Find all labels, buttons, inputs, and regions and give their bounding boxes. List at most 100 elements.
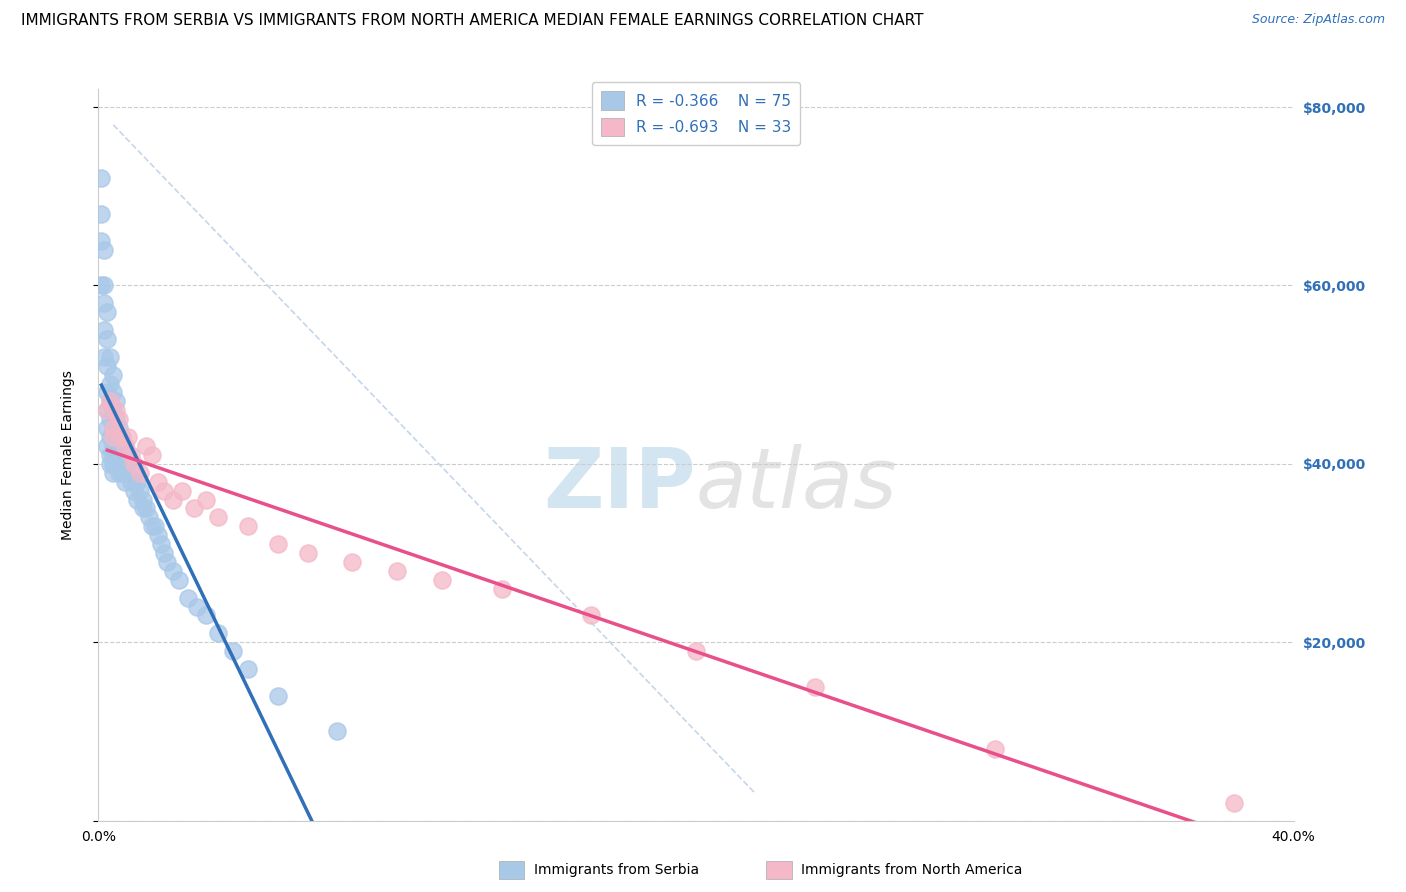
Point xyxy=(103,448,125,462)
Point xyxy=(103,430,125,444)
Point xyxy=(267,537,290,551)
Point xyxy=(98,412,122,426)
Point xyxy=(93,323,115,337)
Point xyxy=(236,519,259,533)
Point xyxy=(103,466,125,480)
Point xyxy=(135,501,157,516)
Point xyxy=(124,457,146,471)
Point xyxy=(96,439,118,453)
Point xyxy=(207,626,229,640)
Text: IMMIGRANTS FROM SERBIA VS IMMIGRANTS FROM NORTH AMERICA MEDIAN FEMALE EARNINGS C: IMMIGRANTS FROM SERBIA VS IMMIGRANTS FRO… xyxy=(21,13,924,29)
Point xyxy=(804,680,827,694)
Point xyxy=(93,296,115,310)
Point xyxy=(141,448,163,462)
Point xyxy=(90,207,112,221)
Point xyxy=(117,448,139,462)
Point xyxy=(90,234,112,248)
Point xyxy=(267,689,290,703)
Point xyxy=(342,555,364,569)
Point xyxy=(141,519,163,533)
Text: ZIP: ZIP xyxy=(544,443,696,524)
Point xyxy=(167,573,190,587)
Point xyxy=(103,457,125,471)
Text: Immigrants from Serbia: Immigrants from Serbia xyxy=(534,863,699,877)
Point xyxy=(124,466,146,480)
Point xyxy=(108,421,131,435)
Point xyxy=(195,492,218,507)
Point xyxy=(143,519,166,533)
Point xyxy=(111,466,134,480)
Point xyxy=(103,403,125,417)
Point xyxy=(1223,796,1246,810)
Point xyxy=(90,171,112,186)
Point xyxy=(103,421,125,435)
Y-axis label: Median Female Earnings: Median Female Earnings xyxy=(60,370,75,540)
Point xyxy=(117,466,139,480)
Point xyxy=(129,466,152,480)
Point xyxy=(297,546,319,560)
Point xyxy=(98,394,122,409)
Point xyxy=(98,394,122,409)
Point xyxy=(685,644,707,658)
Point xyxy=(236,662,259,676)
Point xyxy=(93,278,115,293)
Point xyxy=(150,537,173,551)
Point xyxy=(430,573,453,587)
Point xyxy=(96,332,118,346)
Point xyxy=(491,582,513,596)
Point xyxy=(96,385,118,400)
Legend: R = -0.366    N = 75, R = -0.693    N = 33: R = -0.366 N = 75, R = -0.693 N = 33 xyxy=(592,82,800,145)
Point xyxy=(96,421,118,435)
Point xyxy=(98,430,122,444)
Point xyxy=(111,430,134,444)
Point xyxy=(93,350,115,364)
Point xyxy=(177,591,200,605)
Point xyxy=(108,412,131,426)
Point xyxy=(114,439,136,453)
Point xyxy=(120,448,142,462)
Point xyxy=(120,457,142,471)
Point xyxy=(385,564,409,578)
Point xyxy=(156,555,179,569)
Point xyxy=(162,564,184,578)
Point xyxy=(105,412,128,426)
Point xyxy=(132,501,155,516)
Point xyxy=(98,457,122,471)
Point xyxy=(105,403,128,417)
Point xyxy=(98,350,122,364)
Point xyxy=(111,430,134,444)
Text: Source: ZipAtlas.com: Source: ZipAtlas.com xyxy=(1251,13,1385,27)
Point xyxy=(148,475,170,489)
Point xyxy=(186,599,208,614)
Point xyxy=(153,546,176,560)
Point xyxy=(222,644,245,658)
Point xyxy=(98,376,122,391)
Point xyxy=(148,528,170,542)
Point xyxy=(127,475,149,489)
Point xyxy=(103,385,125,400)
Point xyxy=(111,448,134,462)
Point xyxy=(124,483,146,498)
Point xyxy=(108,439,131,453)
Point xyxy=(120,475,142,489)
Point xyxy=(103,368,125,382)
Point xyxy=(117,430,139,444)
Point xyxy=(153,483,176,498)
Point xyxy=(105,430,128,444)
Point xyxy=(105,457,128,471)
Point xyxy=(984,742,1007,756)
Point xyxy=(90,278,112,293)
Point xyxy=(195,608,218,623)
Point xyxy=(103,421,125,435)
Point xyxy=(105,448,128,462)
Point xyxy=(135,439,157,453)
Point xyxy=(114,439,136,453)
Point xyxy=(581,608,603,623)
Point xyxy=(132,492,155,507)
Point xyxy=(108,448,131,462)
Point xyxy=(98,448,122,462)
Text: Immigrants from North America: Immigrants from North America xyxy=(801,863,1022,877)
Point xyxy=(96,305,118,319)
Point xyxy=(172,483,194,498)
Point xyxy=(96,359,118,373)
